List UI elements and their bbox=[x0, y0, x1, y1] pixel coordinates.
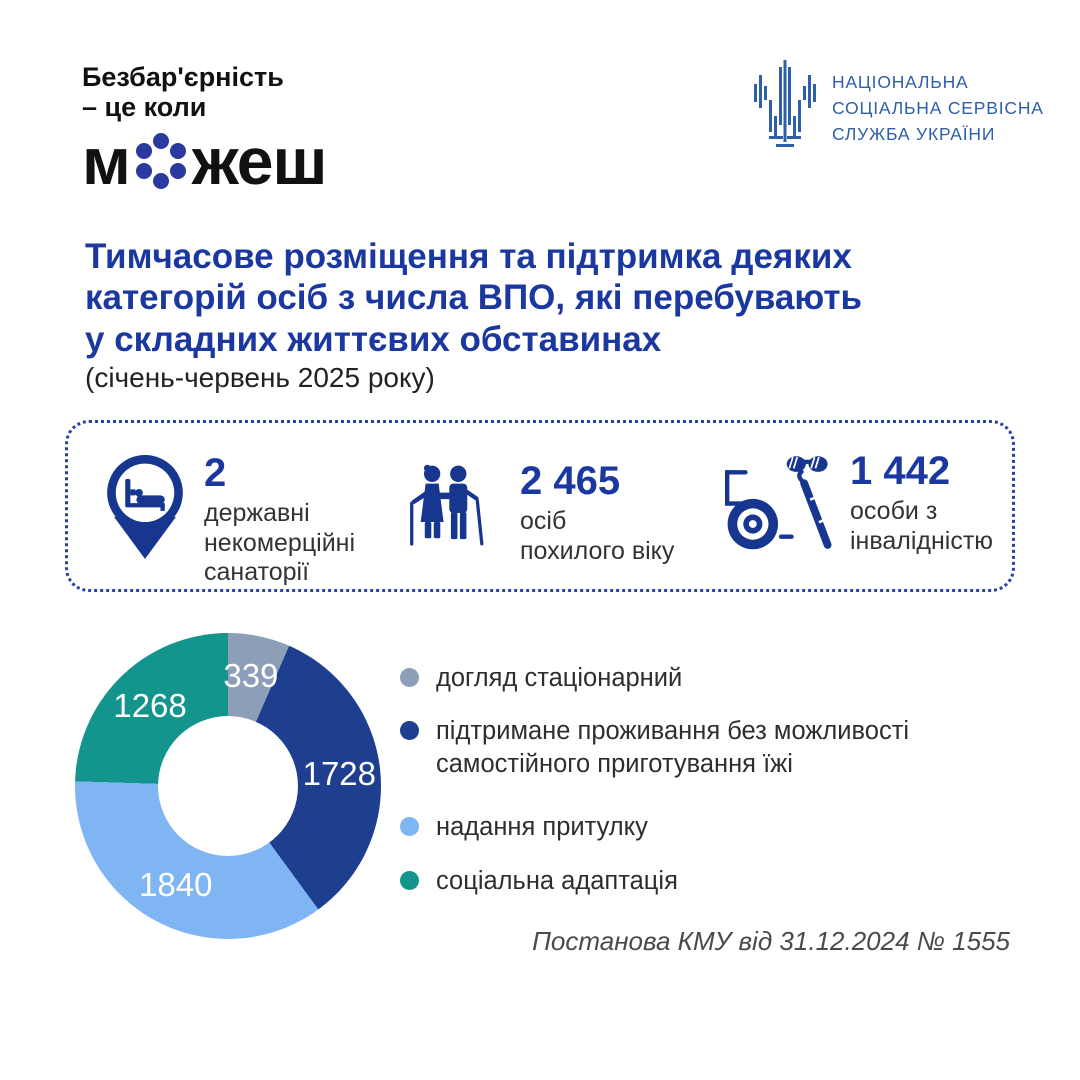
stat-label: державні некомерційні санаторії bbox=[204, 499, 356, 586]
legend-dot bbox=[400, 817, 419, 837]
stat-elderly: 2 465 осіб похилого віку bbox=[406, 461, 674, 566]
legend-item-stationary-care: догляд стаціонарний bbox=[400, 662, 1030, 695]
donut-chart: 339 1728 1840 1268 bbox=[75, 633, 381, 939]
source-reference: Постанова КМУ від 31.12.2024 № 1555 bbox=[532, 926, 1010, 956]
stat-value: 2 465 bbox=[520, 459, 621, 503]
trident-icon bbox=[754, 60, 816, 147]
page-title: Тимчасове розміщення та підтримка деяких… bbox=[85, 237, 863, 359]
dot-circle-icon bbox=[132, 132, 190, 190]
wordmark-dot-icon bbox=[135, 143, 152, 160]
donut-value-label: 1728 bbox=[302, 754, 377, 792]
legend-item-social-adaptation: соціальна адаптація bbox=[400, 865, 1030, 898]
wordmark-dot-icon bbox=[152, 173, 169, 190]
wheelchair-icon bbox=[725, 456, 832, 550]
legend-label: соціальна адаптація bbox=[436, 866, 678, 895]
legend-label: догляд стаціонарний bbox=[436, 664, 683, 692]
elderly-couple-icon bbox=[410, 464, 484, 546]
stat-value: 2 bbox=[204, 451, 227, 495]
donut-value-label: 339 bbox=[223, 657, 279, 695]
legend-dot bbox=[400, 668, 419, 687]
brand-tagline: Безбар'єрність – це коли bbox=[82, 62, 284, 123]
legend-label: надання притулку bbox=[436, 813, 648, 842]
wordmark-dot-icon bbox=[152, 133, 169, 150]
donut-hole bbox=[158, 716, 298, 856]
org-name: НАЦІОНАЛЬНА СОЦІАЛЬНА СЕРВІСНА СЛУЖБА УК… bbox=[832, 71, 1044, 145]
sanatorium-location-icon bbox=[107, 454, 183, 560]
legend-label: підтримане проживання без можливості сам… bbox=[436, 717, 910, 779]
stat-label: осіб похилого віку bbox=[520, 507, 675, 565]
stat-disability: 1 442 особи з інвалідністю bbox=[716, 451, 993, 556]
wordmark-prefix: м bbox=[82, 124, 131, 199]
nsss-logo: НАЦІОНАЛЬНА СОЦІАЛЬНА СЕРВІСНА СЛУЖБА УК… bbox=[752, 60, 1044, 156]
wordmark-dot-icon bbox=[135, 163, 152, 180]
page-subtitle: (січень-червень 2025 року) bbox=[85, 362, 435, 393]
stat-sanatoriums: 2 державні некомерційні санаторії bbox=[102, 453, 355, 588]
bezbariernist-logo: Безбар'єрність – це коли м жеш bbox=[82, 62, 328, 199]
wordmark-suffix: жеш bbox=[191, 124, 328, 199]
legend-item-supported-living: підтримане проживання без можливості сам… bbox=[400, 715, 1030, 781]
legend-dot bbox=[400, 721, 419, 741]
key-stats-panel: 2 державні некомерційні санаторії bbox=[65, 420, 1015, 592]
donut-value-label: 1840 bbox=[139, 866, 213, 904]
wordmark-dot-icon bbox=[170, 143, 187, 160]
wordmark-dot-icon bbox=[170, 163, 187, 180]
legend-item-shelter: надання притулку bbox=[400, 811, 1030, 844]
legend-dot bbox=[400, 870, 419, 890]
stat-value: 1 442 bbox=[850, 449, 951, 493]
mozhesh-wordmark: м жеш bbox=[82, 124, 328, 199]
donut-value-label: 1268 bbox=[113, 686, 187, 724]
stat-label: особи з інвалідністю bbox=[850, 497, 994, 555]
chart-legend: догляд стаціонарний підтримане проживанн… bbox=[400, 662, 1030, 918]
